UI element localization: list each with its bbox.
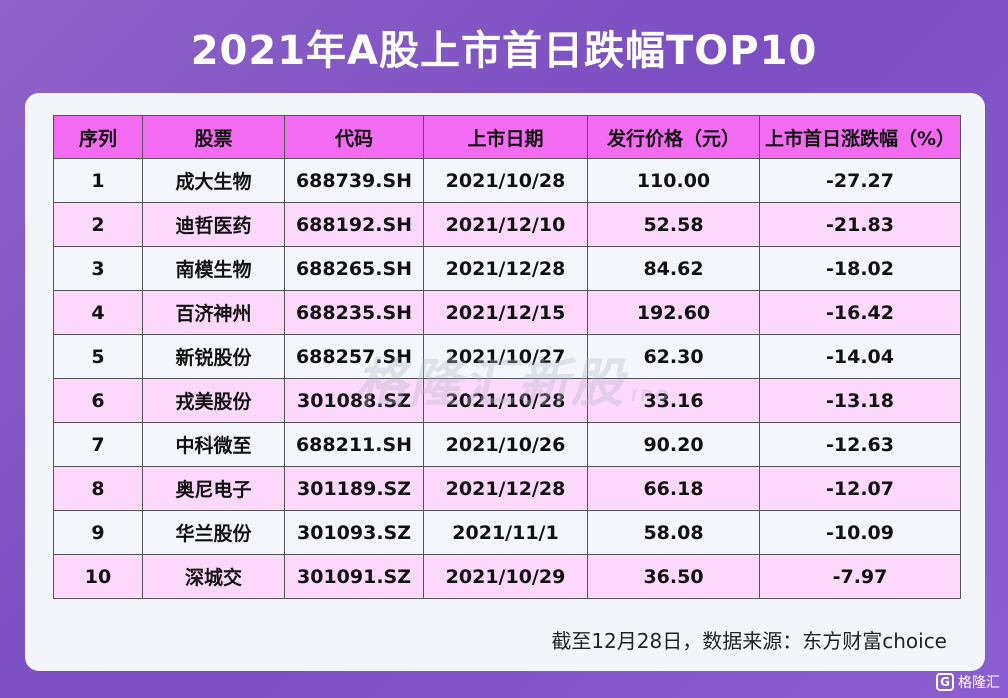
- table-row: 10 深城交 301091.SZ 2021/10/29 36.50 -7.97: [53, 554, 961, 599]
- cell-index: 4: [53, 290, 143, 335]
- table-card: 序列 股票 代码 上市日期 发行价格（元） 上市首日涨跌幅（%） 1 成大生物 68…: [25, 93, 985, 671]
- table-row: 9 华兰股份 301093.SZ 2021/11/1 58.08 -10.09: [53, 510, 961, 555]
- cell-code: 688739.SH: [284, 158, 424, 203]
- cell-first-day-change: -13.18: [759, 378, 961, 423]
- logo-icon: G: [936, 673, 954, 691]
- cell-listing-date: 2021/10/28: [423, 378, 588, 423]
- cell-first-day-change: -7.97: [759, 554, 961, 599]
- cell-issue-price: 33.16: [587, 378, 760, 423]
- table-row: 5 新锐股份 688257.SH 2021/10/27 62.30 -14.04: [53, 334, 961, 379]
- table-row: 4 百济神州 688235.SH 2021/12/15 192.60 -16.42: [53, 290, 961, 335]
- cell-index: 10: [53, 554, 143, 599]
- cell-index: 9: [53, 510, 143, 555]
- cell-listing-date: 2021/10/29: [423, 554, 588, 599]
- cell-first-day-change: -10.09: [759, 510, 961, 555]
- cell-code: 688192.SH: [284, 202, 424, 247]
- cell-stock: 南模生物: [142, 246, 285, 291]
- cell-index: 3: [53, 246, 143, 291]
- header-first-day-change: 上市首日涨跌幅（%）: [759, 115, 961, 159]
- brand-logo: G 格隆汇: [936, 672, 1000, 692]
- table-row: 1 成大生物 688739.SH 2021/10/28 110.00 -27.27: [53, 158, 961, 203]
- cell-first-day-change: -14.04: [759, 334, 961, 379]
- table-header-row: 序列 股票 代码 上市日期 发行价格（元） 上市首日涨跌幅（%）: [53, 115, 961, 159]
- cell-code: 301091.SZ: [284, 554, 424, 599]
- cell-issue-price: 36.50: [587, 554, 760, 599]
- header-code: 代码: [284, 115, 424, 159]
- page-title: 2021年A股上市首日跌幅TOP10: [190, 28, 818, 74]
- cell-issue-price: 84.62: [587, 246, 760, 291]
- header-issue-price: 发行价格（元）: [587, 115, 760, 159]
- cell-listing-date: 2021/12/10: [423, 202, 588, 247]
- cell-stock: 新锐股份: [142, 334, 285, 379]
- cell-code: 688265.SH: [284, 246, 424, 291]
- cell-listing-date: 2021/12/15: [423, 290, 588, 335]
- cell-code: 688235.SH: [284, 290, 424, 335]
- cell-code: 301088.SZ: [284, 378, 424, 423]
- cell-stock: 百济神州: [142, 290, 285, 335]
- cell-issue-price: 52.58: [587, 202, 760, 247]
- cell-first-day-change: -16.42: [759, 290, 961, 335]
- cell-issue-price: 58.08: [587, 510, 760, 555]
- cell-stock: 华兰股份: [142, 510, 285, 555]
- cell-listing-date: 2021/12/28: [423, 246, 588, 291]
- cell-index: 2: [53, 202, 143, 247]
- cell-stock: 戎美股份: [142, 378, 285, 423]
- table-row: 8 奥尼电子 301189.SZ 2021/12/28 66.18 -12.07: [53, 466, 961, 511]
- table-row: 2 迪哲医药 688192.SH 2021/12/10 52.58 -21.83: [53, 202, 961, 247]
- cell-stock: 成大生物: [142, 158, 285, 203]
- cell-index: 8: [53, 466, 143, 511]
- cell-stock: 中科微至: [142, 422, 285, 467]
- header-index: 序列: [53, 115, 143, 159]
- cell-index: 5: [53, 334, 143, 379]
- header-listing-date: 上市日期: [423, 115, 588, 159]
- cell-stock: 迪哲医药: [142, 202, 285, 247]
- cell-first-day-change: -21.83: [759, 202, 961, 247]
- cell-listing-date: 2021/10/26: [423, 422, 588, 467]
- cell-first-day-change: -27.27: [759, 158, 961, 203]
- cell-code: 688211.SH: [284, 422, 424, 467]
- cell-first-day-change: -12.63: [759, 422, 961, 467]
- header-stock: 股票: [142, 115, 285, 159]
- cell-listing-date: 2021/12/28: [423, 466, 588, 511]
- cell-listing-date: 2021/10/27: [423, 334, 588, 379]
- cell-first-day-change: -18.02: [759, 246, 961, 291]
- source-note: 截至12月28日，数据来源：东方财富choice: [551, 629, 947, 653]
- cell-code: 688257.SH: [284, 334, 424, 379]
- table-row: 6 戎美股份 301088.SZ 2021/10/28 33.16 -13.18: [53, 378, 961, 423]
- cell-listing-date: 2021/11/1: [423, 510, 588, 555]
- cell-stock: 深城交: [142, 554, 285, 599]
- ipo-table: 序列 股票 代码 上市日期 发行价格（元） 上市首日涨跌幅（%） 1 成大生物 68…: [53, 115, 961, 599]
- cell-issue-price: 62.30: [587, 334, 760, 379]
- table-row: 7 中科微至 688211.SH 2021/10/26 90.20 -12.63: [53, 422, 961, 467]
- logo-text: 格隆汇: [958, 675, 1000, 691]
- cell-listing-date: 2021/10/28: [423, 158, 588, 203]
- cell-code: 301189.SZ: [284, 466, 424, 511]
- cell-issue-price: 192.60: [587, 290, 760, 335]
- cell-index: 7: [53, 422, 143, 467]
- cell-first-day-change: -12.07: [759, 466, 961, 511]
- cell-index: 6: [53, 378, 143, 423]
- cell-issue-price: 66.18: [587, 466, 760, 511]
- cell-stock: 奥尼电子: [142, 466, 285, 511]
- cell-issue-price: 90.20: [587, 422, 760, 467]
- cell-code: 301093.SZ: [284, 510, 424, 555]
- cell-issue-price: 110.00: [587, 158, 760, 203]
- cell-index: 1: [53, 158, 143, 203]
- table-row: 3 南模生物 688265.SH 2021/12/28 84.62 -18.02: [53, 246, 961, 291]
